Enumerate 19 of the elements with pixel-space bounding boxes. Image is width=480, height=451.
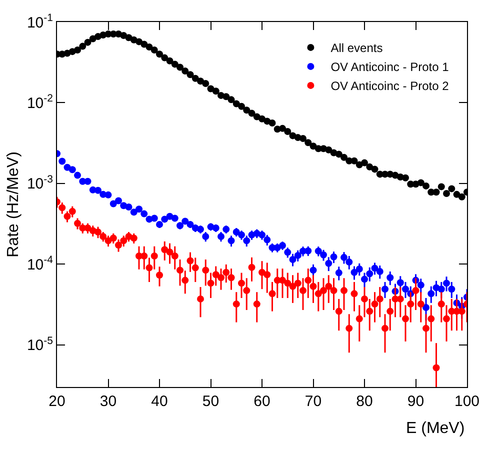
y-tick-label: 10$^{-1}$: [26, 12, 54, 32]
x-tick-label: 80: [356, 393, 373, 410]
x-tick-label: 20: [48, 393, 66, 410]
x-tick-label: 60: [254, 393, 270, 410]
legend-label: OV Anticoinc - Proto 1: [330, 60, 450, 74]
y-tick-label: 10$^{-2}$: [26, 92, 54, 112]
x-tick-label: 70: [304, 393, 322, 410]
y-tick-label: 10$^{-4}$: [26, 254, 54, 274]
legend-label: All events: [330, 41, 383, 56]
x-tick-label: 100: [454, 393, 480, 410]
x-tick-label: 50: [202, 393, 220, 410]
legend-label: OV Anticoinc - Proto 2: [330, 79, 450, 94]
x-tick-label: 90: [407, 393, 424, 410]
y-axis-title: Rate (Hz/MeV): [4, 152, 22, 258]
x-tick-label: 30: [100, 393, 117, 410]
x-axis-title: E (MeV): [406, 420, 465, 437]
x-tick-label: 40: [151, 393, 168, 410]
y-tick-label: 10$^{-3}$: [26, 173, 54, 193]
y-tick-label: 10$^{-5}$: [26, 334, 54, 354]
